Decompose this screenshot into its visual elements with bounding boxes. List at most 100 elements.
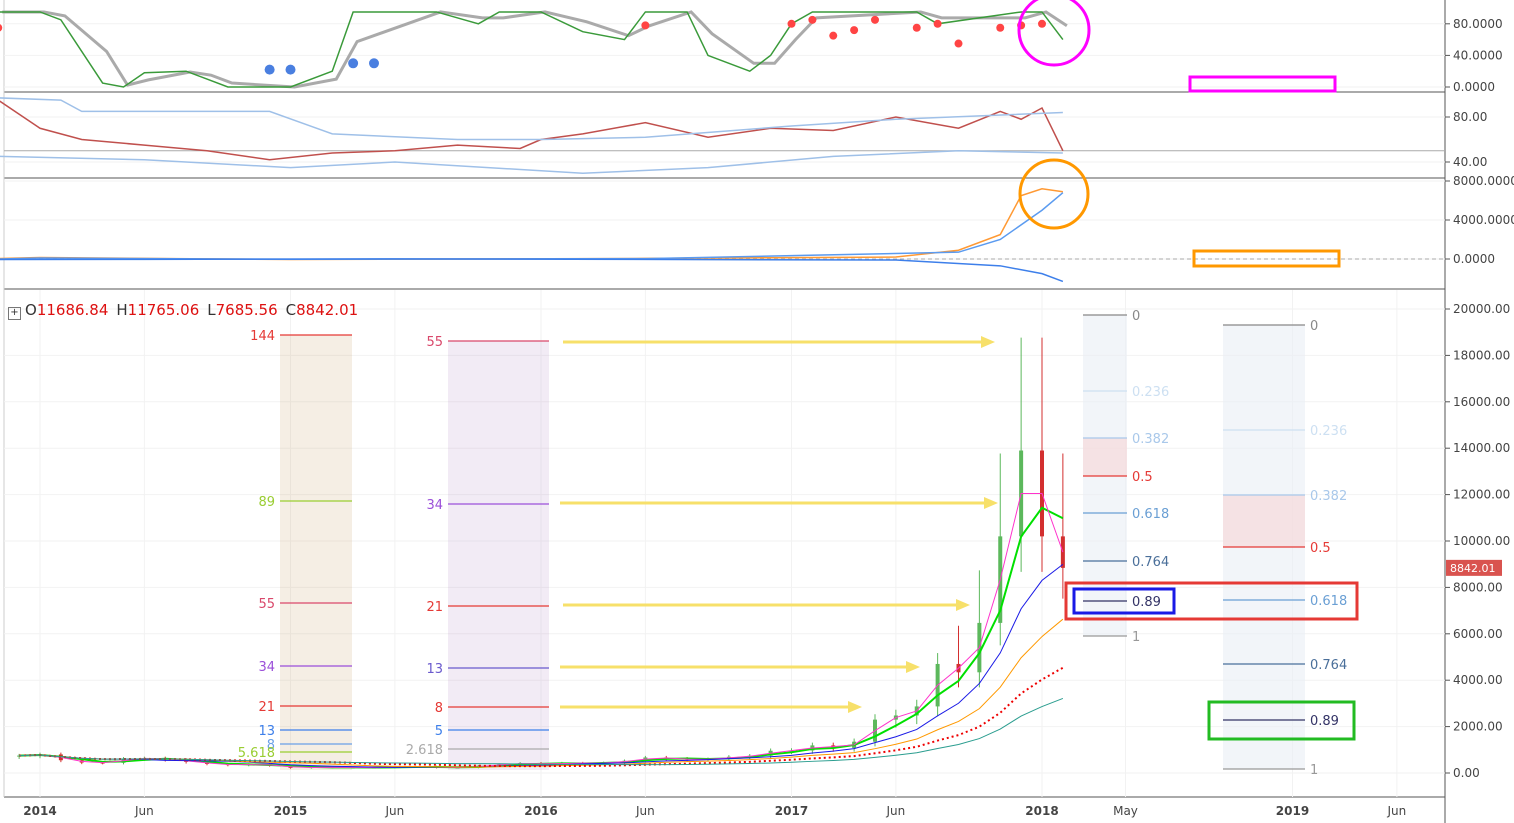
macd-line xyxy=(0,192,1064,261)
signal-dot-blue xyxy=(264,64,275,75)
signal-dot-red xyxy=(829,31,838,40)
signal-dot-red xyxy=(787,19,796,28)
x-tick-label: 2014 xyxy=(23,804,56,818)
signal-dot-red xyxy=(996,23,1005,32)
fib-level-label: 0.236 xyxy=(1132,385,1169,400)
y-tick-label: 40.0000 xyxy=(1453,48,1503,62)
fib-level-label: 0.5 xyxy=(1310,541,1331,556)
fib-level-label: 1 xyxy=(1310,763,1318,778)
fib-level-label: 2.618 xyxy=(406,743,443,758)
y-tick-label: 8000.00 xyxy=(1453,580,1503,594)
open-label: O xyxy=(25,301,37,319)
y-tick-label: 4000.0000 xyxy=(1453,213,1514,227)
y-tick-label: 80.00 xyxy=(1453,110,1487,124)
fib-level-label: 0.236 xyxy=(1310,424,1347,439)
x-tick-label: Jun xyxy=(635,804,655,818)
fib-level-label: 0.382 xyxy=(1132,432,1169,447)
stochastic-d-line xyxy=(2,10,1068,89)
signal-dot-red xyxy=(871,15,879,24)
signal-dot-red xyxy=(933,19,942,28)
fib-level-label: 21 xyxy=(426,600,443,615)
fib-time-zone-band xyxy=(448,341,549,770)
y-tick-label: 2000.00 xyxy=(1453,720,1503,734)
close-label: C xyxy=(285,301,297,319)
fib-level-label: 55 xyxy=(426,335,443,350)
highlight-box-orange xyxy=(1192,249,1341,268)
moving-average-line xyxy=(19,563,1064,768)
last-price-label: 8842.01 xyxy=(1450,562,1496,575)
signal-dot-red xyxy=(808,15,817,24)
x-tick-label: May xyxy=(1113,804,1138,818)
moving-average-line xyxy=(19,666,1064,768)
fib-level-label: 5.618 xyxy=(238,746,275,761)
x-tick-label: 2019 xyxy=(1276,804,1309,818)
x-tick-label: Jun xyxy=(886,804,906,818)
y-tick-label: 0.0000 xyxy=(1453,252,1495,266)
highlight-circle-magenta xyxy=(1017,0,1091,67)
y-tick-label: 0.00 xyxy=(1453,766,1480,780)
highlight-box-magenta xyxy=(1188,75,1337,93)
high-label: H xyxy=(116,301,128,319)
rsi-line xyxy=(0,97,1063,141)
y-tick-label: 14000.00 xyxy=(1453,441,1510,455)
fib-level-label: 55 xyxy=(258,597,275,612)
y-tick-label: 6000.00 xyxy=(1453,627,1503,641)
fib-level-label: 0.618 xyxy=(1310,594,1347,609)
arrow-head-icon xyxy=(981,336,995,348)
y-tick-label: 40.00 xyxy=(1453,155,1487,169)
signal-dot-blue xyxy=(369,58,379,69)
y-tick-label: 18000.00 xyxy=(1453,348,1510,362)
expand-icon[interactable]: + xyxy=(8,307,21,320)
highlight-box-red xyxy=(1064,581,1359,621)
fib-level-label: 13 xyxy=(258,724,275,739)
highlight-box-green xyxy=(1207,700,1356,741)
y-tick-label: 8000.0000 xyxy=(1453,174,1514,188)
close-value: 8842.01 xyxy=(296,301,359,319)
low-value: 7685.56 xyxy=(215,301,278,319)
y-tick-label: 0.0000 xyxy=(1453,80,1495,94)
open-value: 11686.84 xyxy=(36,301,109,319)
highlight-box-blue xyxy=(1072,587,1176,615)
fib-level-label: 0.382 xyxy=(1310,489,1347,504)
fib-level-label: 34 xyxy=(426,498,443,513)
y-tick-label: 10000.00 xyxy=(1453,534,1510,548)
arrow-head-icon xyxy=(848,701,862,713)
y-tick-label: 12000.00 xyxy=(1453,488,1510,502)
ohlc-legend: + O11686.84 H11765.06 L7685.56 C8842.01 xyxy=(8,301,366,320)
last-price-badge xyxy=(1446,559,1502,576)
fib-level-label: 0.764 xyxy=(1132,555,1169,570)
x-tick-label: 2017 xyxy=(775,804,808,818)
x-tick-label: 2018 xyxy=(1025,804,1058,818)
fib-zone-fill xyxy=(1083,438,1127,476)
signal-dot-red xyxy=(850,26,859,35)
fib-level-label: 89 xyxy=(258,495,275,510)
macd-line xyxy=(0,188,1063,261)
fib-level-label: 0.618 xyxy=(1132,507,1169,522)
x-tick-label: 2016 xyxy=(524,804,557,818)
signal-dot-blue xyxy=(285,64,296,75)
fib-level-label: 0.89 xyxy=(1132,595,1161,610)
signal-dot-blue xyxy=(348,58,359,69)
fib-level-label: 0.5 xyxy=(1132,470,1153,485)
fib-level-label: 0 xyxy=(1132,309,1140,324)
y-tick-label: 4000.00 xyxy=(1453,673,1503,687)
candle-body xyxy=(17,755,22,757)
fib-level-label: 144 xyxy=(250,329,275,344)
signal-dot-red xyxy=(0,24,3,32)
y-tick-label: 16000.00 xyxy=(1453,395,1510,409)
fib-level-label: 34 xyxy=(258,660,275,675)
fib-level-label: 0 xyxy=(1310,319,1318,334)
signal-dot-red xyxy=(954,39,963,48)
y-tick-label: 80.0000 xyxy=(1453,17,1503,31)
y-tick-label: 20000.00 xyxy=(1453,302,1510,316)
fib-level-label: 1 xyxy=(1132,630,1140,645)
high-value: 11765.06 xyxy=(127,301,200,319)
stochastic-k-line xyxy=(0,11,1064,88)
moving-average-line xyxy=(19,697,1064,766)
fib-level-label: 0.764 xyxy=(1310,658,1347,673)
fib-level-label: 0.89 xyxy=(1310,714,1339,729)
x-tick-label: 2015 xyxy=(274,804,307,818)
fib-level-label: 5 xyxy=(435,724,443,739)
arrow-head-icon xyxy=(984,497,998,509)
